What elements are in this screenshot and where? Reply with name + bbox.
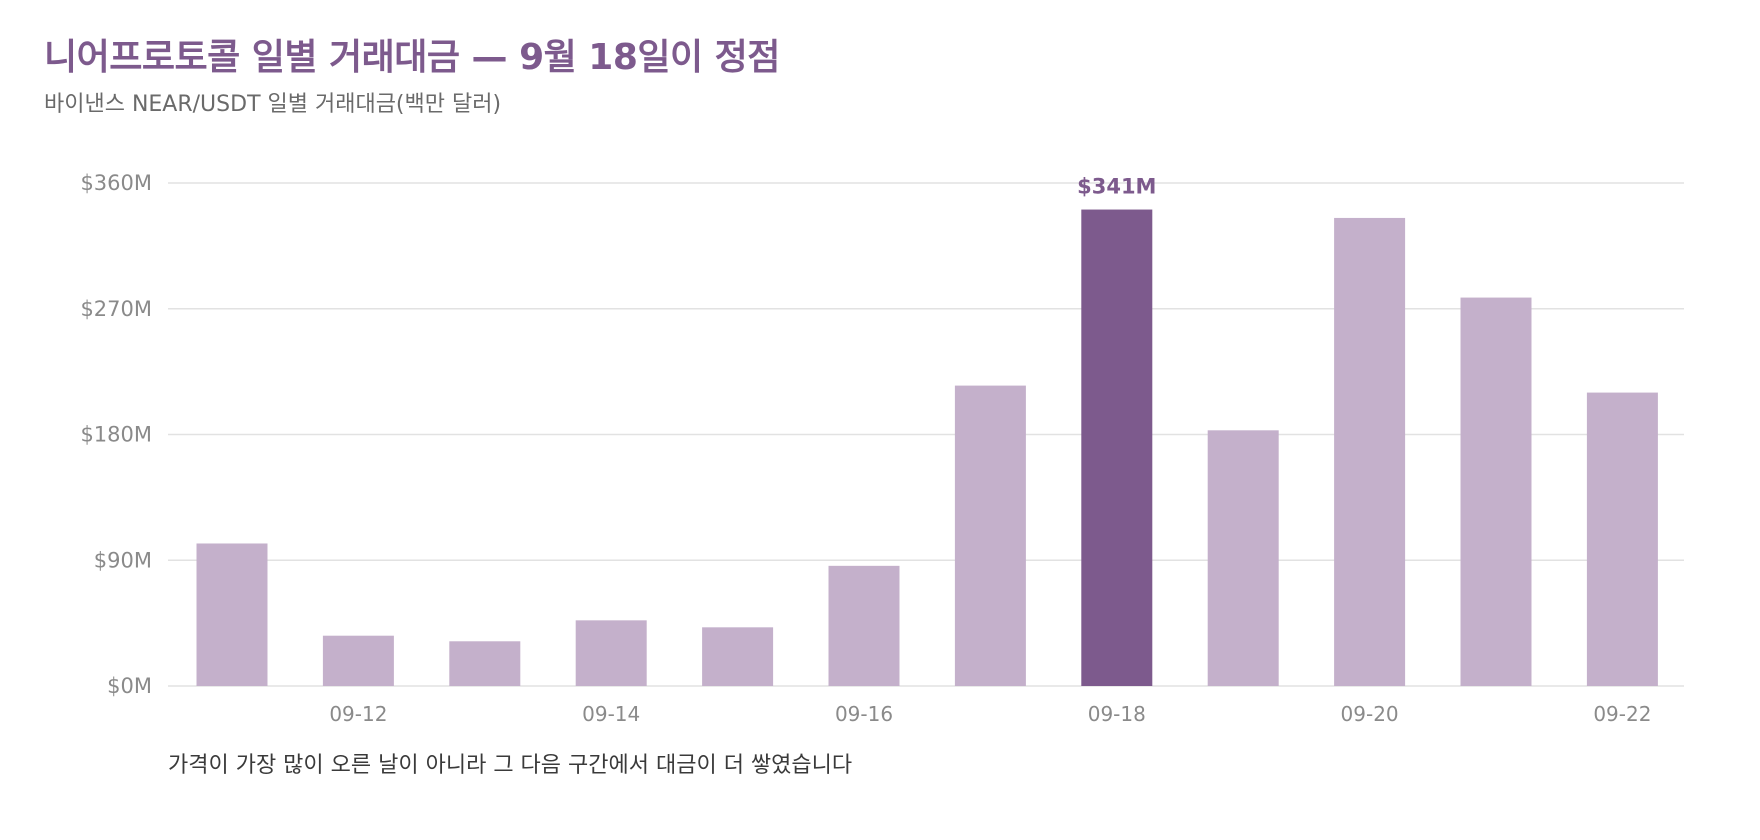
data-labels: $341M [1077,175,1156,199]
bar-09-14 [575,620,647,686]
x-axis-ticks: 09-12 09-14 09-16 09-18 09-20 09-22 [329,702,1651,726]
bar-09-21 [1460,297,1532,686]
y-tick-label: $180M [80,423,152,447]
y-tick-label: $90M [94,548,152,572]
chart-note: 가격이 가장 많이 오른 날이 아니라 그 다음 구간에서 대금이 더 쌓였습니… [168,753,853,778]
chart-title: 니어프로토콜 일별 거래대금 — 9월 18일이 정점 [44,37,780,78]
bar-09-22 [1586,392,1658,686]
bar-09-20 [1334,217,1406,687]
data-label-09-18: $341M [1077,175,1156,199]
bar-09-19 [1207,430,1279,686]
bar-09-15 [702,627,774,686]
y-tick-label: $0M [107,674,152,698]
bar-09-13 [449,641,521,686]
gridlines [168,182,1684,687]
bar-09-16 [828,565,900,686]
y-tick-label: $360M [80,171,152,195]
bar-09-17 [954,385,1026,686]
x-tick-label: 09-18 [1088,702,1146,726]
x-tick-label: 09-16 [835,702,893,726]
y-tick-label: $270M [80,297,152,321]
x-tick-label: 09-12 [329,702,387,726]
x-tick-label: 09-14 [582,702,640,726]
bars [196,209,1658,687]
x-tick-label: 09-22 [1593,702,1651,726]
bar-09-11 [196,543,268,686]
bar-09-18 [1081,209,1153,686]
x-tick-label: 09-20 [1341,702,1399,726]
chart-subtitle: 바이낸스 NEAR/USDT 일별 거래대금(백만 달러) [44,92,502,117]
y-axis-ticks: $0M $90M $180M $270M $360M [80,171,152,698]
bar-09-12 [322,635,394,686]
